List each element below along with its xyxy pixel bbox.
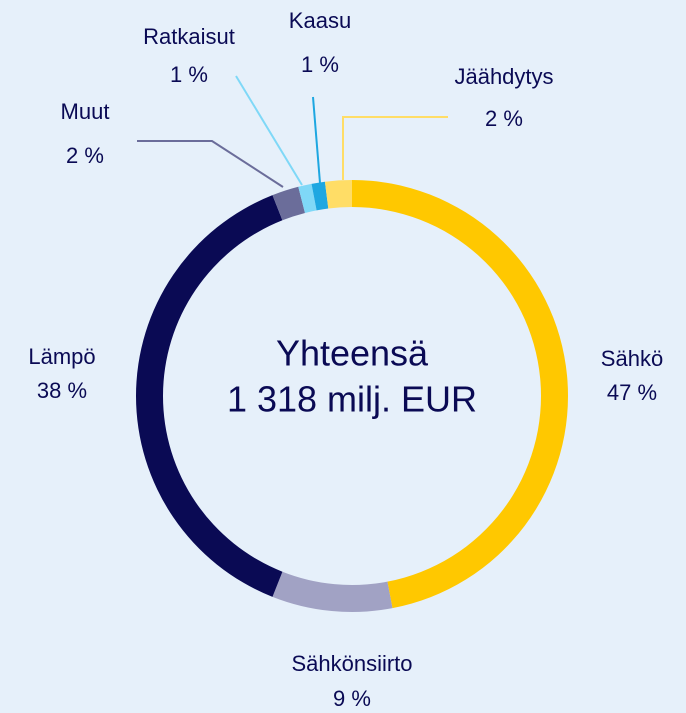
donut-segment (272, 571, 393, 613)
donut-segment (135, 195, 283, 597)
category-label: Muut (61, 99, 110, 124)
category-label: Lämpö (28, 344, 95, 369)
leader-line (137, 140, 284, 188)
donut-segment (352, 180, 569, 609)
value-label: 38 % (37, 378, 87, 403)
category-label: Sähkö (601, 346, 663, 371)
donut-segment (298, 183, 317, 213)
value-label: 2 % (66, 143, 104, 168)
labels: Sähkö 47 % Sähkönsiirto 9 % Lämpö 38 % Muut 2 %… (28, 8, 663, 711)
leader-line (342, 116, 448, 180)
center-label: 1 318 milj. EUR (227, 379, 477, 420)
donut-segment (272, 186, 305, 221)
category-label: Jäähdytys (454, 64, 553, 89)
category-label: Kaasu (289, 8, 351, 33)
leader-line (235, 75, 303, 186)
category-label: Sähkönsiirto (291, 651, 412, 676)
center-label: Yhteensä (276, 333, 429, 374)
donut (135, 180, 569, 613)
category-label: Ratkaisut (143, 24, 235, 49)
donut-segment (324, 180, 352, 209)
value-label: 47 % (607, 380, 657, 405)
value-label: 1 % (301, 52, 339, 77)
value-label: 9 % (333, 686, 371, 711)
value-label: 1 % (170, 62, 208, 87)
leader-line (312, 96, 321, 184)
value-label: 2 % (485, 106, 523, 131)
donut-segment (311, 181, 329, 211)
